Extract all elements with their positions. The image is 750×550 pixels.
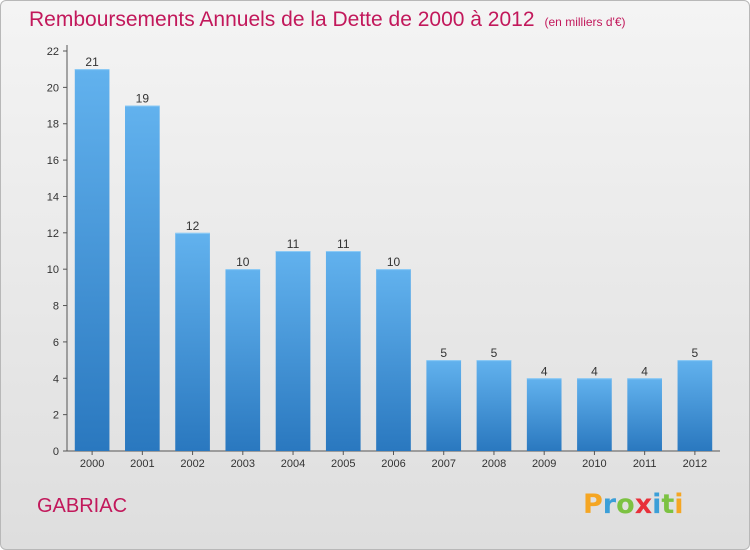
bar-2001 xyxy=(125,105,160,451)
x-tick-label: 2007 xyxy=(431,458,455,470)
data-label: 5 xyxy=(440,346,447,360)
y-tick-label: 0 xyxy=(53,446,59,458)
logo-letter: o xyxy=(616,489,635,520)
city-name: GABRIAC xyxy=(37,495,128,517)
logo-letter: i xyxy=(652,489,662,520)
bar-2005 xyxy=(325,251,361,451)
logo-letter: i xyxy=(674,489,684,520)
y-tick-label: 16 xyxy=(47,155,59,167)
data-label: 11 xyxy=(287,237,300,251)
y-tick-label: 14 xyxy=(47,191,59,203)
x-tick-label: 2006 xyxy=(381,458,405,470)
data-label: 10 xyxy=(236,255,250,269)
x-tick-label: 2011 xyxy=(633,458,657,470)
y-tick-label: 6 xyxy=(53,337,59,349)
y-tick-label: 10 xyxy=(47,264,59,276)
x-tick-label: 2005 xyxy=(331,458,355,470)
data-label: 12 xyxy=(186,219,200,233)
x-tick-label: 2009 xyxy=(532,458,556,470)
bar-2011 xyxy=(627,378,662,451)
data-label: 5 xyxy=(491,346,498,360)
bar-2006 xyxy=(376,269,411,451)
chart-title: Remboursements Annuels de la Dette de 20… xyxy=(29,8,626,32)
bar-2004 xyxy=(275,251,311,451)
data-label: 4 xyxy=(541,364,548,378)
data-label: 21 xyxy=(85,55,99,69)
x-tick-label: 2008 xyxy=(482,458,506,470)
bar-2007 xyxy=(426,360,462,451)
bar-2002 xyxy=(175,232,210,451)
y-tick-label: 12 xyxy=(47,228,59,240)
logo-letter: t xyxy=(661,489,675,520)
logo-letter: r xyxy=(602,489,617,520)
bar-2000 xyxy=(74,69,110,451)
x-tick-label: 2002 xyxy=(180,458,204,470)
bar-2012 xyxy=(677,360,713,451)
x-tick-label: 2012 xyxy=(683,458,707,470)
data-label: 10 xyxy=(387,255,401,269)
y-tick-label: 18 xyxy=(47,119,59,131)
x-tick-label: 2001 xyxy=(130,458,154,470)
logo-letter: P xyxy=(583,489,603,520)
bar-2003 xyxy=(225,269,261,451)
data-label: 19 xyxy=(136,92,150,106)
x-tick-label: 2004 xyxy=(281,458,305,470)
data-label: 11 xyxy=(337,237,350,251)
data-label: 5 xyxy=(692,346,699,360)
proxiti-logo[interactable]: Proxiti xyxy=(583,489,684,520)
bar-2009 xyxy=(526,378,562,451)
bar-2010 xyxy=(577,378,612,451)
logo-letter: x xyxy=(634,489,653,520)
x-tick-label: 2010 xyxy=(582,458,606,470)
x-tick-label: 2003 xyxy=(231,458,255,470)
data-label: 4 xyxy=(591,364,598,378)
y-tick-label: 20 xyxy=(47,82,59,94)
data-label: 4 xyxy=(641,364,648,378)
y-tick-label: 8 xyxy=(53,301,59,313)
bars xyxy=(74,69,713,451)
y-tick-label: 2 xyxy=(53,410,59,422)
data-labels: 21 19 12 10 11 11 10 5 5 4 4 4 5 xyxy=(85,55,698,378)
bar-2008 xyxy=(476,360,512,451)
x-tick-label: 2000 xyxy=(80,458,104,470)
y-tick-label: 22 xyxy=(47,46,59,58)
chart-unit: (en milliers d'€) xyxy=(544,15,626,29)
chart-title-text: Remboursements Annuels de la Dette de 20… xyxy=(29,8,535,31)
y-tick-label: 4 xyxy=(53,373,59,385)
